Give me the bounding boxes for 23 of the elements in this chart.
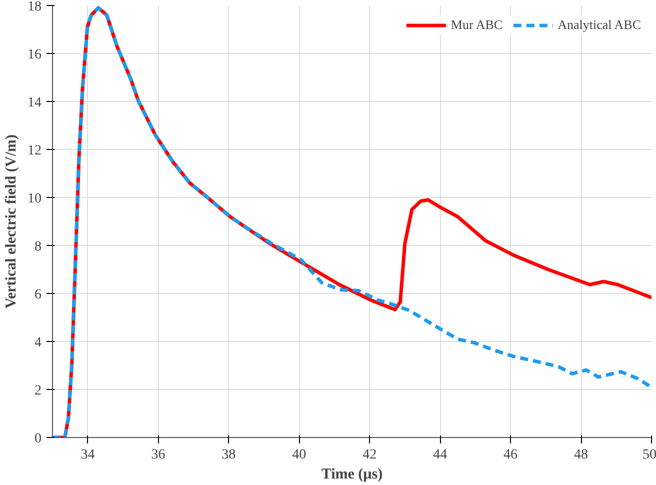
x-tick-label: 46 [504,448,518,462]
y-tick-label: 18 [28,0,42,14]
y-tick-label: 8 [34,240,42,254]
y-tick-label: 0 [34,432,42,446]
legend-label: Mur ABC [450,17,503,33]
y-tick-label: 14 [28,96,42,110]
y-tick-label: 16 [28,48,42,62]
y-tick-label: 10 [28,192,42,206]
x-axis-title: Time (µs) [321,466,383,482]
x-tick-label: 40 [292,448,306,462]
x-tick-label: 48 [574,448,588,462]
y-tick-label: 2 [34,384,42,398]
x-tick-label: 36 [151,448,166,462]
x-tick-label: 50 [642,448,656,462]
y-tick-label: 12 [28,144,42,158]
x-tick-label: 38 [222,448,236,462]
legend-label: Analytical ABC [558,17,641,33]
y-tick-label: 6 [34,288,42,302]
x-tick-label: 42 [362,448,377,462]
x-tick-label: 34 [80,448,95,462]
y-axis-title: Vertical electric field (V/m) [4,134,20,308]
x-tick-label: 44 [433,448,448,462]
y-tick-label: 4 [34,336,42,350]
